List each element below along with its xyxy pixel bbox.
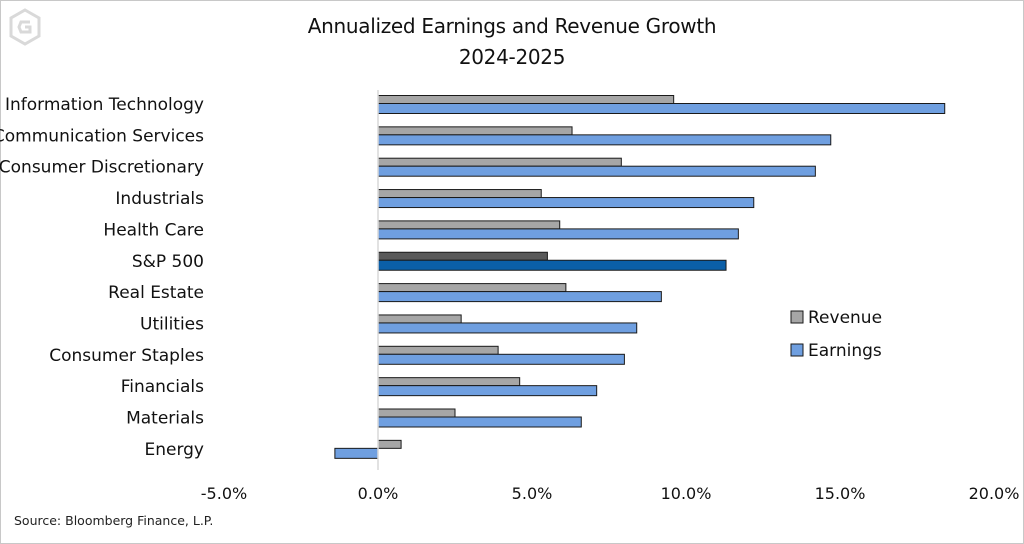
x-tick-label: 10.0% <box>661 484 712 503</box>
category-label-industrials: Industrials <box>115 189 204 209</box>
legend-swatch-revenue <box>790 310 804 324</box>
earnings-bar-health-care <box>377 228 739 240</box>
x-tick-label: -5.0% <box>201 484 247 503</box>
source-note: Source: Bloomberg Finance, L.P. <box>14 513 214 528</box>
earnings-bar-information-technology <box>377 103 946 114</box>
revenue-bar-real-estate <box>377 283 567 293</box>
revenue-bar-utilities <box>377 314 462 324</box>
x-tick-label: 20.0% <box>969 484 1020 503</box>
revenue-bar-sandp-500 <box>377 251 548 261</box>
category-label-utilities: Utilities <box>140 314 204 334</box>
revenue-bar-communication-services <box>377 126 573 136</box>
category-label-consumer-staples: Consumer Staples <box>49 346 204 366</box>
category-label-financials: Financials <box>121 377 204 397</box>
revenue-bar-consumer-staples <box>377 345 499 355</box>
category-label-sandp-500: S&P 500 <box>132 252 204 272</box>
legend-swatch-earnings <box>790 343 804 357</box>
x-tick-label: 5.0% <box>512 484 553 503</box>
legend-label-revenue: Revenue <box>808 308 882 328</box>
revenue-bar-materials <box>377 408 456 418</box>
chart-subtitle: 2024-2025 <box>458 45 566 69</box>
category-label-real-estate: Real Estate <box>108 283 204 303</box>
category-label-materials: Materials <box>126 409 204 429</box>
earnings-bar-real-estate <box>377 291 662 303</box>
earnings-bar-consumer-staples <box>377 353 625 365</box>
revenue-bar-information-technology <box>377 95 675 104</box>
earnings-bar-industrials <box>377 197 755 209</box>
earnings-bar-communication-services <box>377 134 832 146</box>
revenue-bar-industrials <box>377 189 542 199</box>
x-tick-label: 0.0% <box>358 484 399 503</box>
earnings-bar-energy <box>334 447 379 459</box>
revenue-bar-health-care <box>377 220 561 230</box>
earnings-bar-sandp-500 <box>377 259 727 271</box>
chart-title: Annualized Earnings and Revenue Growth <box>307 14 717 38</box>
revenue-bar-financials <box>377 377 521 387</box>
category-label-consumer-discretionary: Consumer Discretionary <box>0 158 204 178</box>
category-label-health-care: Health Care <box>103 220 204 240</box>
category-label-communication-services: Communication Services <box>0 126 204 146</box>
revenue-bar-energy <box>377 439 402 449</box>
earnings-bar-consumer-discretionary <box>377 165 816 177</box>
revenue-bar-consumer-discretionary <box>377 157 622 167</box>
earnings-bar-financials <box>377 385 598 397</box>
x-tick-label: 15.0% <box>815 484 866 503</box>
legend-label-earnings: Earnings <box>808 341 882 361</box>
earnings-bar-utilities <box>377 322 638 334</box>
brand-logo-icon <box>9 8 41 46</box>
category-label-information-technology: Information Technology <box>5 95 204 115</box>
category-label-energy: Energy <box>144 440 204 460</box>
earnings-bar-materials <box>377 416 582 428</box>
